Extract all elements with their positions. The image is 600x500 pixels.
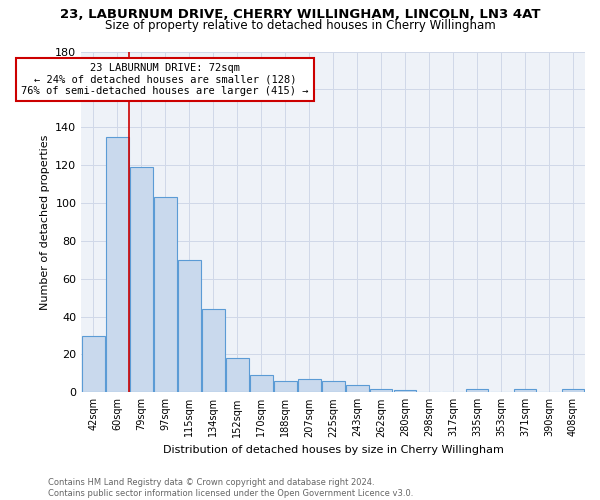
Bar <box>82 336 104 392</box>
Bar <box>394 390 416 392</box>
Bar <box>346 384 368 392</box>
Text: 23, LABURNUM DRIVE, CHERRY WILLINGHAM, LINCOLN, LN3 4AT: 23, LABURNUM DRIVE, CHERRY WILLINGHAM, L… <box>60 8 540 20</box>
Bar <box>562 388 584 392</box>
Bar <box>466 388 488 392</box>
Bar <box>130 167 152 392</box>
Text: Contains HM Land Registry data © Crown copyright and database right 2024.
Contai: Contains HM Land Registry data © Crown c… <box>48 478 413 498</box>
Bar <box>250 376 272 392</box>
Bar <box>106 136 128 392</box>
Bar <box>202 309 224 392</box>
Bar <box>514 388 536 392</box>
Bar <box>178 260 200 392</box>
Text: 23 LABURNUM DRIVE: 72sqm
← 24% of detached houses are smaller (128)
76% of semi-: 23 LABURNUM DRIVE: 72sqm ← 24% of detach… <box>22 63 309 96</box>
X-axis label: Distribution of detached houses by size in Cherry Willingham: Distribution of detached houses by size … <box>163 445 503 455</box>
Bar <box>274 381 296 392</box>
Bar <box>322 381 344 392</box>
Bar <box>370 388 392 392</box>
Bar <box>226 358 248 392</box>
Bar <box>154 198 176 392</box>
Y-axis label: Number of detached properties: Number of detached properties <box>40 134 50 310</box>
Bar <box>298 379 320 392</box>
Text: Size of property relative to detached houses in Cherry Willingham: Size of property relative to detached ho… <box>104 19 496 32</box>
